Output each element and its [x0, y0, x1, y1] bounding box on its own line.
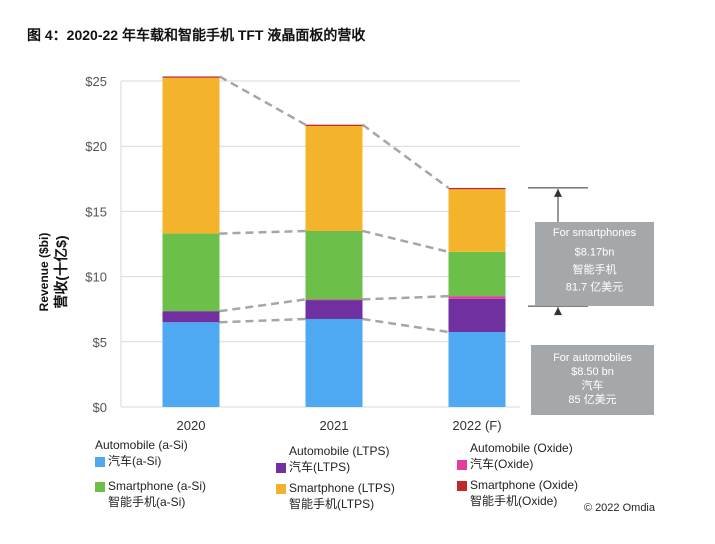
annotation-text: $8.50 bn: [571, 366, 614, 378]
bar-segment: [448, 251, 506, 297]
legend-label-zh: 汽车(LTPS): [289, 460, 351, 474]
x-tick-labels: 2020 2021 2022 (F): [177, 418, 502, 433]
bar-segment: [162, 76, 220, 78]
legend-swatch: [457, 459, 467, 470]
legend-label-zh: 智能手机(a-Si): [108, 495, 186, 509]
bar-segment: [305, 299, 363, 301]
trend-connectors: [218, 75, 450, 334]
legend-swatch: [276, 462, 286, 473]
legend-entry-row: 汽车(a-Si): [95, 453, 188, 469]
bar-segment: [162, 77, 220, 234]
bar-segment: [305, 124, 363, 126]
y-tick-label: $5: [93, 335, 107, 350]
annotation-text: 汽车: [582, 378, 604, 392]
connector-line: [362, 294, 449, 301]
x-tick-label: 2022 (F): [452, 418, 501, 433]
chart-title: 图 4：2020-22 年车载和智能手机 TFT 液晶面板的营收: [27, 27, 366, 43]
legend-label-en: Automobile (Oxide): [470, 441, 573, 455]
connector-line: [362, 229, 449, 254]
connector-line: [361, 123, 450, 189]
legend-swatch: [457, 480, 467, 491]
bars: [162, 76, 506, 407]
bar-segment: [448, 296, 506, 299]
y-tick-labels: $0 $5 $10 $15 $20 $25: [85, 74, 107, 415]
legend-automobile-asi: Automobile (a-Si) 汽车(a-Si): [95, 437, 188, 469]
y-axis-label-en: Revenue ($bi): [37, 233, 51, 312]
annotation-text: 81.7 亿美元: [566, 281, 623, 294]
y-tick-label: $25: [85, 74, 107, 89]
legend-label-en: Smartphone (Oxide): [470, 478, 579, 492]
legend-smartphone-asi: Smartphone (a-Si) 智能手机(a-Si): [95, 478, 206, 510]
bar-segment: [448, 187, 506, 190]
bar-segment: [305, 125, 363, 231]
legend-entry-row: 汽车(LTPS): [276, 459, 389, 475]
legend-label-zh: 智能手机(LTPS): [289, 497, 375, 511]
x-tick-label: 2021: [320, 418, 349, 433]
annotation-text: 智能手机: [573, 262, 617, 276]
y-tick-label: $10: [85, 270, 107, 285]
annotation-text: For automobiles: [553, 352, 632, 364]
legend-entry-row: Smartphone (Oxide): [457, 477, 578, 493]
bracket-arrow: [554, 188, 562, 197]
legend-entry-row: Smartphone (LTPS): [276, 480, 395, 496]
connector-line: [219, 229, 306, 235]
bar-segment: [305, 230, 363, 300]
legend-entry-row: Smartphone (a-Si): [95, 478, 206, 494]
y-tick-label: $0: [93, 400, 107, 415]
legend-label-en: Smartphone (LTPS): [289, 481, 395, 495]
legend-automobile-ltps: Automobile (LTPS) 汽车(LTPS): [276, 443, 389, 475]
bar-segment: [448, 298, 506, 333]
bar-segment: [305, 318, 363, 407]
copyright: © 2022 Omdia: [583, 502, 655, 514]
legend-label-en: Automobile (a-Si): [95, 438, 188, 452]
y-tick-label: $15: [85, 204, 107, 219]
bar-segment: [162, 233, 220, 312]
legend-automobile-oxide: Automobile (Oxide) 汽车(Oxide): [457, 440, 573, 472]
legend-label-zh: 汽车(Oxide): [470, 457, 534, 471]
bar-segment: [162, 322, 220, 407]
y-axis-label-zh: 营收(十亿$): [53, 235, 69, 308]
annotation-box: [531, 345, 654, 415]
annotations: For smartphones $8.17bn 智能手机 81.7 亿美元 For au…: [531, 222, 654, 415]
connector-line: [219, 298, 306, 313]
y-axis-label: Revenue ($bi) 营收(十亿$): [37, 233, 69, 312]
annotation-text: 85 亿美元: [568, 393, 616, 406]
y-tick-label: $20: [85, 139, 107, 154]
annotation-text: $8.17bn: [575, 247, 615, 259]
annotation-text: For smartphones: [553, 227, 637, 239]
bar-segment: [448, 332, 506, 407]
legend-entry-row: 汽车(Oxide): [457, 456, 573, 472]
legend-swatch: [276, 483, 286, 494]
legend-label-en: Smartphone (a-Si): [108, 479, 207, 493]
bar-segment: [448, 189, 506, 252]
bar-segment: [305, 300, 363, 319]
connector-line: [219, 317, 306, 324]
bracket-arrow: [554, 307, 562, 316]
connector-line: [218, 75, 307, 126]
x-tick-label: 2020: [177, 418, 206, 433]
bar-segment: [162, 311, 220, 323]
legend-label-zh: 智能手机(Oxide): [470, 494, 558, 508]
legend-smartphone-oxide: Smartphone (Oxide) 智能手机(Oxide): [457, 477, 578, 509]
annotation-box: [535, 222, 654, 306]
connector-line: [362, 317, 449, 334]
legend-label-en: Automobile (LTPS): [289, 444, 390, 458]
legend-label-zh: 汽车(a-Si): [108, 454, 162, 468]
legend-swatch: [95, 456, 105, 467]
legend-smartphone-ltps: Smartphone (LTPS) 智能手机(LTPS): [276, 480, 395, 512]
legend-swatch: [95, 481, 105, 492]
